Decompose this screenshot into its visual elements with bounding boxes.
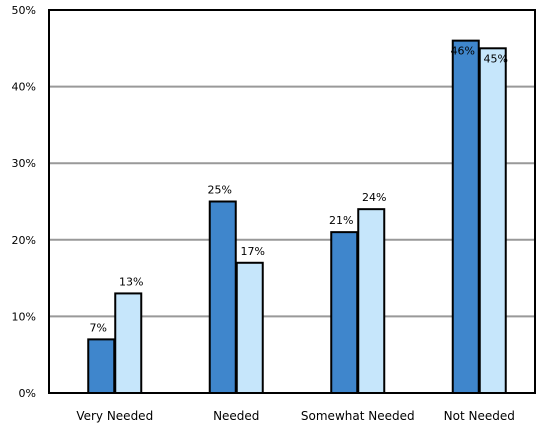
x-category-label: Very Needed <box>76 409 153 423</box>
x-category-label: Needed <box>213 409 259 423</box>
y-tick-label: 50% <box>12 4 36 17</box>
data-label: 46% <box>451 45 475 58</box>
data-label: 45% <box>484 52 508 65</box>
bars <box>87 39 507 395</box>
bar-2-somewhat-needed <box>357 208 386 394</box>
y-tick-label: 40% <box>12 81 36 94</box>
bar-2-very-needed <box>114 292 143 395</box>
plot-frame <box>48 9 536 394</box>
data-label: 25% <box>208 184 232 197</box>
y-axis-ticks: 0% 10% 20% 30% 40% 50% <box>12 4 36 400</box>
data-label: 7% <box>90 321 107 334</box>
y-tick-label: 10% <box>12 310 36 323</box>
data-label: 13% <box>119 275 143 288</box>
y-tick-label: 20% <box>12 234 36 247</box>
y-tick-label: 30% <box>12 157 36 170</box>
bar-1-needed <box>208 200 237 394</box>
data-label: 17% <box>241 245 265 258</box>
bar-2-not-needed <box>478 47 507 395</box>
x-category-label: Not Needed <box>444 409 515 423</box>
data-label: 24% <box>362 191 386 204</box>
data-label: 21% <box>329 214 353 227</box>
bar-2-needed <box>235 261 264 394</box>
bar-1-not-needed <box>451 39 480 394</box>
x-category-label: Somewhat Needed <box>301 409 415 423</box>
x-axis-categories: Very Needed Needed Somewhat Needed Not Need… <box>76 409 515 423</box>
y-tick-label: 0% <box>19 387 36 400</box>
data-labels: 7% 13% 25% 17% 21% 24% 46% 45% <box>90 45 508 335</box>
bar-1-very-needed <box>87 338 116 395</box>
bar-1-somewhat-needed <box>330 231 359 394</box>
